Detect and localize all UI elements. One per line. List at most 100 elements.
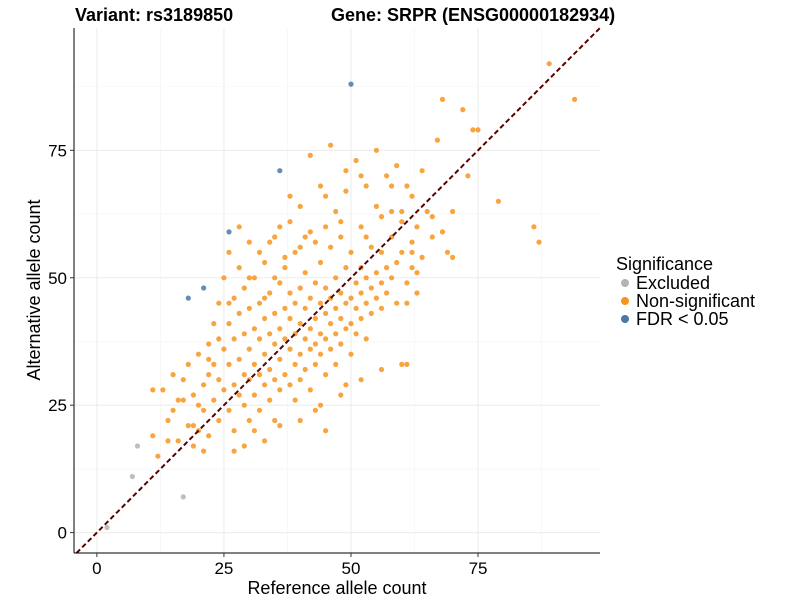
x-tick-label: 25 (214, 559, 233, 578)
data-point-non-significant (216, 417, 222, 424)
data-point-non-significant (180, 377, 186, 383)
data-point-non-significant (226, 249, 232, 255)
data-point-non-significant (572, 96, 578, 102)
chart-title-variant: Variant: rs3189850 (75, 5, 233, 25)
data-point-non-significant (241, 331, 247, 337)
data-point-non-significant (450, 254, 456, 260)
data-point-non-significant (216, 336, 222, 342)
data-point-non-significant (373, 295, 379, 301)
data-point-non-significant (251, 361, 257, 367)
legend-label-non-significant: Non-significant (636, 291, 755, 311)
data-point-non-significant (302, 305, 308, 311)
data-point-non-significant (302, 234, 308, 240)
points-layer (75, 27, 601, 554)
data-point-non-significant (236, 356, 242, 362)
data-point-non-significant (246, 239, 252, 245)
data-point-non-significant (231, 448, 237, 454)
data-point-non-significant (206, 356, 212, 362)
data-point-non-significant (297, 285, 303, 291)
data-point-non-significant (358, 315, 364, 322)
data-point-non-significant (170, 407, 176, 413)
data-point-excluded (129, 473, 135, 480)
data-point-non-significant (277, 326, 283, 332)
data-point-non-significant (272, 417, 278, 424)
data-point-non-significant (287, 346, 293, 352)
data-point-non-significant (221, 275, 227, 281)
data-point-non-significant (150, 433, 156, 439)
data-point-non-significant (450, 208, 456, 215)
y-tick-label: 25 (48, 396, 67, 415)
data-point-non-significant (287, 382, 293, 388)
data-point-non-significant (323, 285, 329, 291)
data-point-non-significant (282, 372, 288, 378)
data-point-non-significant (175, 438, 181, 444)
data-point-non-significant (338, 392, 344, 398)
data-point-non-significant (404, 280, 410, 286)
data-point-non-significant (323, 372, 329, 378)
data-point-non-significant (195, 351, 202, 357)
data-point-non-significant (267, 290, 273, 296)
data-point-non-significant (267, 239, 273, 245)
data-point-non-significant (328, 244, 334, 250)
data-point-non-significant (211, 321, 217, 327)
data-point-non-significant (282, 254, 288, 260)
data-point-non-significant (338, 315, 344, 322)
legend-swatch-excluded (621, 279, 629, 287)
data-point-non-significant (241, 372, 247, 378)
data-point-non-significant (231, 336, 237, 342)
data-point-non-significant (190, 443, 196, 449)
data-point-non-significant (363, 336, 369, 342)
data-point-non-significant (170, 372, 176, 378)
data-point-non-significant (241, 443, 247, 449)
data-point-non-significant (348, 249, 354, 255)
data-point-non-significant (150, 387, 156, 393)
data-point-non-significant (409, 239, 415, 245)
data-point-non-significant (277, 224, 283, 230)
data-point-non-significant (429, 234, 435, 240)
y-tick-label: 50 (48, 269, 67, 288)
data-point-non-significant (282, 305, 288, 311)
data-point-non-significant (256, 300, 263, 306)
data-point-non-significant (221, 346, 227, 352)
data-point-non-significant (262, 295, 268, 301)
x-tick-label: 0 (92, 559, 101, 578)
data-point-non-significant (399, 249, 405, 255)
data-point-non-significant (414, 224, 420, 230)
data-point-non-significant (272, 275, 278, 281)
data-point-non-significant (190, 423, 196, 429)
data-point-non-significant (226, 321, 232, 327)
data-point-non-significant (287, 290, 293, 296)
data-point-non-significant (302, 336, 308, 342)
data-point-non-significant (297, 244, 303, 250)
data-point-non-significant (307, 229, 313, 235)
tick-labels: 0 25 50 75 0 25 50 75 (48, 141, 487, 578)
data-point-non-significant (353, 157, 359, 164)
data-point-non-significant (409, 249, 415, 255)
data-point-non-significant (343, 188, 349, 194)
data-point-non-significant (317, 351, 324, 357)
data-point-non-significant (470, 127, 476, 133)
data-point-non-significant (246, 305, 252, 311)
data-point-non-significant (287, 193, 293, 199)
data-point-non-significant (236, 310, 242, 316)
data-point-non-significant (206, 341, 212, 347)
legend-label-fdr: FDR < 0.05 (636, 309, 729, 329)
data-point-non-significant (226, 300, 232, 306)
data-point-non-significant (323, 310, 329, 316)
data-point-non-significant (251, 326, 257, 332)
data-point-non-significant (343, 326, 349, 332)
data-point-non-significant (409, 265, 415, 271)
data-point-non-significant (277, 423, 283, 429)
data-point-non-significant (343, 382, 349, 388)
data-point-non-significant (404, 361, 410, 367)
data-point-non-significant (277, 280, 283, 286)
data-point-non-significant (307, 387, 313, 393)
data-point-non-significant (236, 265, 242, 271)
data-point-non-significant (251, 275, 257, 281)
data-point-non-significant (373, 203, 379, 209)
x-tick-label: 50 (342, 559, 361, 578)
data-point-non-significant (378, 280, 385, 286)
data-point-non-significant (394, 163, 400, 169)
data-point-non-significant (343, 168, 349, 174)
